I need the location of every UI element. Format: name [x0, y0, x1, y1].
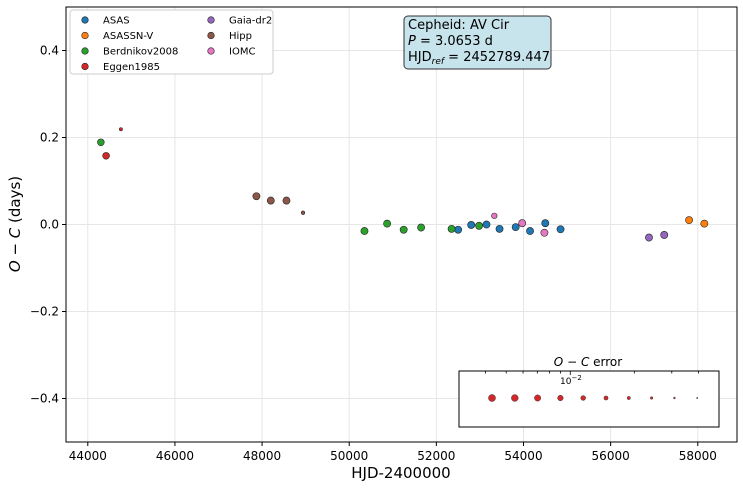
error-legend-title: O − C error: [554, 355, 622, 369]
legend-label-hipp: Hipp: [229, 31, 252, 42]
error-size-marker: [626, 396, 631, 400]
error-size-marker: [673, 396, 676, 400]
data-point-asas: [511, 223, 520, 232]
error-size-marker: [488, 394, 496, 402]
legend-marker-hipp: [207, 31, 215, 40]
data-point-gaia-dr2: [660, 231, 669, 239]
data-point-hipp: [300, 210, 306, 215]
y-tick-label: −0.2: [30, 305, 59, 319]
cepheid-info-box: Cepheid: AV Cir P = 3.0653 d HJDref = 24…: [403, 15, 552, 70]
data-point-hipp: [282, 196, 291, 205]
legend-label-iomc: IOMC: [229, 47, 255, 58]
data-point-hipp: [252, 192, 261, 201]
data-points: [97, 127, 709, 242]
data-point-gaia-dr2: [645, 233, 653, 242]
data-point-berdnikov2008: [417, 223, 426, 232]
y-tick-label: 0.4: [40, 44, 59, 58]
legend-marker-asassn-v: [81, 31, 89, 40]
data-point-iomc: [491, 212, 498, 219]
error-legend-frame: [458, 370, 720, 428]
legend-marker-asas: [81, 16, 89, 24]
x-tick-label: 54000: [504, 449, 542, 463]
info-star-name: Cepheid: AV Cir: [408, 18, 510, 33]
legend-label-berdnikov2008: Berdnikov2008: [103, 47, 178, 58]
data-point-hipp: [266, 196, 275, 205]
data-point-eggen1985: [102, 152, 110, 160]
legend-marker-berdnikov2008: [81, 47, 89, 55]
x-tick-label: 58000: [679, 449, 717, 463]
data-point-asas: [482, 220, 491, 229]
legend-marker-eggen1985: [81, 62, 89, 71]
error-size-marker: [557, 394, 564, 402]
y-tick-label: −0.4: [30, 392, 59, 406]
error-size-legend: O − C error 10−2: [458, 355, 720, 428]
info-reference-epoch: HJDref = 2452789.447: [408, 50, 550, 67]
x-axis-label: HJD-2400000: [351, 464, 450, 482]
data-point-berdnikov2008: [97, 138, 105, 146]
data-point-berdnikov2008: [447, 224, 456, 233]
y-axis-label: O − C (days): [6, 176, 24, 272]
data-point-asas: [495, 224, 504, 233]
info-box-frame: [403, 15, 552, 70]
error-size-marker: [650, 396, 654, 400]
data-point-asas: [454, 225, 463, 234]
x-tick-label: 46000: [156, 449, 194, 463]
data-point-asassn-v: [700, 219, 709, 228]
error-size-marker: [603, 395, 609, 401]
x-tick-label: 44000: [69, 449, 107, 463]
error-size-marker: [511, 394, 519, 402]
data-point-iomc: [540, 228, 549, 237]
legend-label-asas: ASAS: [103, 16, 130, 27]
x-tick-label: 56000: [592, 449, 630, 463]
error-scale-ticks: [458, 371, 720, 375]
data-point-asas: [526, 227, 534, 235]
legend-frame: [69, 9, 274, 75]
error-size-marker: [696, 397, 699, 399]
data-point-asas: [556, 225, 565, 234]
y-tick-label: 0.0: [40, 218, 59, 232]
error-size-marker: [534, 394, 542, 402]
error-size-markers: [488, 394, 699, 402]
legend-label-asassn-v: ASASSN-V: [103, 31, 153, 42]
y-tick-label: 0.2: [40, 131, 59, 145]
data-point-asas: [467, 221, 476, 229]
x-tick-label: 50000: [330, 449, 368, 463]
legend-marker-iomc: [207, 47, 215, 55]
x-tick-label: 48000: [243, 449, 281, 463]
series-legend: ASAS ASASSN-V Berdnikov2008 Eggen1985 Gaia-d…: [69, 9, 274, 75]
data-point-asas: [541, 219, 550, 228]
data-point-berdnikov2008: [360, 227, 369, 235]
legend-label-eggen1985: Eggen1985: [103, 62, 160, 73]
error-scale-label: 10−2: [560, 374, 582, 387]
legend-marker-gaia-dr2: [207, 16, 215, 24]
data-point-berdnikov2008: [475, 221, 483, 230]
data-point-eggen1985: [119, 127, 123, 132]
error-size-marker: [580, 395, 586, 401]
data-point-berdnikov2008: [399, 225, 408, 234]
x-tick-label: 52000: [417, 449, 455, 463]
data-point-berdnikov2008: [383, 219, 392, 228]
legend-label-gaia-dr2: Gaia-dr2: [229, 16, 272, 27]
axis-ticks: 44000 46000 48000 50000 52000 54000 56000 58000…: [30, 44, 717, 464]
data-point-iomc: [518, 219, 527, 228]
info-period: P = 3.0653 d: [408, 34, 493, 49]
data-point-asassn-v: [685, 216, 693, 225]
